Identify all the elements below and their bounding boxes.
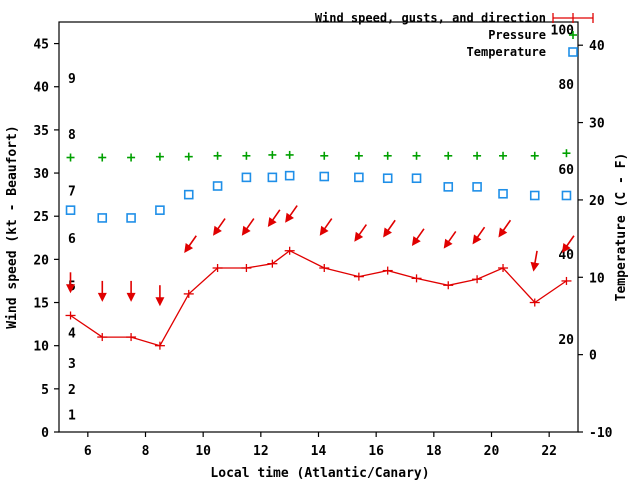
wind-direction-arrow bbox=[319, 218, 333, 236]
temperature-marker bbox=[498, 188, 508, 199]
wind-direction-arrow bbox=[443, 230, 457, 249]
temperature-marker bbox=[443, 182, 454, 192]
y-axis-tick-label: 20 bbox=[33, 253, 49, 268]
x-axis-title: Local time (Atlantic/Canary) bbox=[210, 466, 429, 480]
wind-direction-arrow bbox=[285, 205, 298, 223]
wind-direction-arrow bbox=[155, 285, 165, 307]
y-axis-tick-label: 0 bbox=[41, 426, 49, 441]
y-axis-tick-label: 5 bbox=[41, 383, 49, 398]
legend-label-0: Wind speed, gusts, and direction bbox=[315, 11, 546, 25]
legend-label-2: Temperature bbox=[467, 45, 546, 59]
x-axis-tick-label: 22 bbox=[541, 444, 557, 459]
wind-direction-arrow bbox=[411, 228, 425, 247]
temperature-marker bbox=[212, 181, 223, 191]
wind-direction-arrow bbox=[97, 280, 107, 302]
y2-axis-tick-label: 30 bbox=[589, 117, 605, 132]
temperature-marker bbox=[241, 172, 252, 183]
temperature-marker bbox=[284, 170, 295, 181]
temperature-marker bbox=[561, 190, 572, 201]
temperature-marker bbox=[382, 173, 393, 184]
fahrenheit-label: 100 bbox=[551, 24, 575, 39]
y-axis-tick-label: 40 bbox=[33, 81, 49, 96]
beaufort-label: 7 bbox=[68, 184, 76, 199]
temperature-marker bbox=[529, 190, 540, 201]
wind-direction-arrow bbox=[383, 219, 396, 238]
fahrenheit-label: 60 bbox=[558, 163, 574, 178]
wind-direction-arrow bbox=[498, 219, 512, 238]
temperature-marker bbox=[126, 213, 136, 223]
wind-direction-arrow bbox=[472, 226, 486, 245]
x-axis-tick-label: 18 bbox=[426, 444, 442, 459]
x-axis-tick-label: 10 bbox=[195, 444, 211, 459]
x-axis-tick-label: 14 bbox=[311, 444, 327, 459]
temperature-marker bbox=[354, 172, 364, 183]
y2-axis-tick-label: 20 bbox=[589, 194, 605, 209]
legend-label-1: Pressure bbox=[488, 28, 546, 42]
temperature-marker bbox=[65, 205, 76, 215]
plot-frame bbox=[58, 21, 579, 433]
y-axis-title: Wind speed (kt - Beaufort) bbox=[5, 125, 20, 329]
beaufort-label: 4 bbox=[68, 327, 76, 342]
fahrenheit-label: 80 bbox=[558, 78, 574, 93]
wind-direction-arrow bbox=[530, 250, 540, 272]
wind-direction-arrow bbox=[66, 272, 75, 294]
y2-axis-tick-label: 10 bbox=[589, 271, 605, 286]
wind-direction-arrow bbox=[213, 218, 226, 236]
y-axis-tick-label: 30 bbox=[33, 167, 49, 182]
y2-axis-tick-label: 0 bbox=[589, 349, 597, 364]
x-axis-tick-label: 20 bbox=[484, 444, 500, 459]
beaufort-label: 6 bbox=[68, 232, 76, 247]
fahrenheit-label: 20 bbox=[558, 333, 574, 348]
temperature-marker bbox=[183, 189, 194, 200]
x-axis-tick-label: 12 bbox=[253, 444, 269, 459]
y2-axis-tick-label: -10 bbox=[589, 426, 613, 441]
temperature-marker bbox=[411, 173, 422, 184]
wind-speed-line bbox=[70, 249, 567, 347]
y-axis-tick-label: 45 bbox=[33, 38, 49, 53]
beaufort-label: 9 bbox=[68, 72, 76, 87]
wind-direction-arrow bbox=[184, 235, 197, 253]
wind-direction-arrow bbox=[561, 235, 575, 253]
beaufort-label: 1 bbox=[68, 409, 76, 424]
y-axis-tick-label: 25 bbox=[33, 210, 49, 225]
wind-direction-arrow bbox=[354, 224, 368, 242]
temperature-marker bbox=[472, 182, 482, 192]
y-axis-tick-label: 10 bbox=[33, 340, 49, 355]
x-axis-tick-label: 16 bbox=[368, 444, 384, 459]
wind-direction-arrow bbox=[267, 209, 281, 228]
temperature-marker bbox=[155, 205, 165, 215]
y-axis-tick-label: 15 bbox=[33, 297, 49, 312]
temperature-marker bbox=[267, 172, 278, 183]
y2-axis-title: Temperature (C - F) bbox=[614, 153, 629, 302]
wind-direction-arrow bbox=[241, 218, 255, 236]
beaufort-label: 3 bbox=[68, 357, 76, 372]
x-axis-tick-label: 6 bbox=[84, 444, 92, 459]
beaufort-label: 2 bbox=[68, 383, 76, 398]
temperature-marker bbox=[319, 171, 330, 182]
wind-direction-arrow bbox=[126, 280, 136, 302]
y-axis-tick-label: 35 bbox=[33, 124, 49, 139]
temperature-marker bbox=[97, 213, 108, 223]
beaufort-label: 8 bbox=[68, 128, 76, 143]
y2-axis-tick-label: 40 bbox=[589, 39, 605, 54]
x-axis-tick-label: 8 bbox=[142, 444, 150, 459]
legend-marker-temperature bbox=[568, 47, 578, 57]
